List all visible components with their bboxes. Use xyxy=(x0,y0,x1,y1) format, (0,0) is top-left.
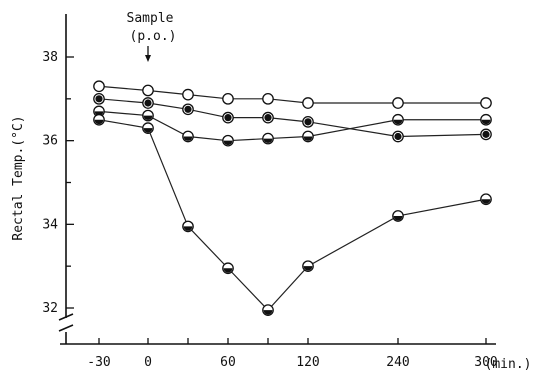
marker-fill xyxy=(95,95,103,103)
x-tick-label: 0 xyxy=(144,355,152,370)
data-point xyxy=(262,92,274,105)
marker-half-fill xyxy=(393,215,403,221)
marker-outline xyxy=(142,84,154,97)
data-point xyxy=(93,80,105,93)
series-line-3 xyxy=(98,110,486,142)
series-line-4 xyxy=(98,119,487,311)
marker-fill xyxy=(184,105,192,113)
data-point xyxy=(302,115,314,128)
marker-outline xyxy=(93,80,105,93)
marker-outline xyxy=(222,92,234,105)
y-tick-label: 36 xyxy=(42,134,58,149)
marker-half-fill xyxy=(263,138,273,143)
data-point xyxy=(222,111,234,124)
data-point xyxy=(222,262,234,275)
data-point xyxy=(142,109,154,122)
marker-half-fill xyxy=(223,268,233,273)
data-point xyxy=(480,193,492,206)
data-point xyxy=(222,92,234,105)
data-point xyxy=(182,130,194,143)
marker-half-fill xyxy=(263,310,273,315)
data-point xyxy=(142,122,154,134)
data-point xyxy=(222,134,234,147)
data-point xyxy=(480,97,492,109)
marker-half-fill xyxy=(303,266,313,271)
marker-half-fill xyxy=(143,115,153,120)
data-point xyxy=(93,105,105,118)
marker-fill xyxy=(304,118,312,126)
series-line-1 xyxy=(98,85,486,104)
marker-outline xyxy=(262,92,274,105)
x-tick-label: 300 xyxy=(474,355,497,370)
marker-outline xyxy=(182,88,194,101)
y-axis-break xyxy=(58,313,74,332)
y-tick-label: 38 xyxy=(42,50,58,65)
x-tick-label: -30 xyxy=(87,355,110,370)
y-tick-label: 34 xyxy=(42,217,58,232)
data-point xyxy=(392,130,404,143)
marker-half-fill xyxy=(94,119,104,125)
x-unit-label: (min.) xyxy=(485,357,532,372)
marker-outline xyxy=(392,97,404,109)
marker-fill xyxy=(144,99,152,107)
data-point xyxy=(142,97,154,109)
data-point xyxy=(142,84,154,97)
data-point xyxy=(182,220,194,233)
marker-fill xyxy=(482,130,490,138)
data-point xyxy=(480,128,492,141)
marker-outline xyxy=(302,97,314,109)
marker-half-fill xyxy=(481,199,491,204)
marker-fill xyxy=(264,114,272,122)
data-point xyxy=(93,113,105,126)
data-point xyxy=(93,92,105,105)
marker-fill xyxy=(224,114,232,122)
x-tick-label: 60 xyxy=(220,355,236,370)
marker-fill xyxy=(394,132,402,141)
y-axis-label: Rectal Temp.(°C) xyxy=(11,115,26,240)
data-point xyxy=(182,88,194,101)
marker-half-fill xyxy=(393,119,403,125)
marker-half-fill xyxy=(223,140,233,146)
axes: 32 34 36 38 -30 0 60 120 240 300 xyxy=(42,14,498,370)
marker-half-fill xyxy=(183,226,193,231)
annotation-arrow-head xyxy=(145,55,151,62)
data-point xyxy=(302,260,314,273)
data-point xyxy=(392,113,404,126)
series-layer xyxy=(93,80,492,316)
series-line-2 xyxy=(98,98,487,138)
marker-half-fill xyxy=(481,119,491,125)
data-point xyxy=(392,210,404,222)
x-tick-label: 240 xyxy=(386,355,409,370)
marker-half-fill xyxy=(143,128,153,133)
data-point xyxy=(262,111,274,124)
data-point xyxy=(302,97,314,109)
annotation-sample: Sample xyxy=(127,11,174,26)
annotation-route: (p.o.) xyxy=(130,29,177,44)
labels: Sample (p.o.) (min.) Rectal Temp.(°C) xyxy=(11,11,531,372)
data-point xyxy=(302,130,314,143)
y-tick-label: 32 xyxy=(42,301,58,316)
marker-half-fill xyxy=(183,136,193,141)
data-point xyxy=(182,103,194,116)
data-point xyxy=(480,113,492,126)
marker-half-fill xyxy=(303,136,313,141)
data-point xyxy=(262,132,274,145)
data-point xyxy=(262,304,274,316)
x-tick-label: 120 xyxy=(296,355,319,370)
marker-outline xyxy=(480,97,492,109)
data-point xyxy=(392,97,404,109)
